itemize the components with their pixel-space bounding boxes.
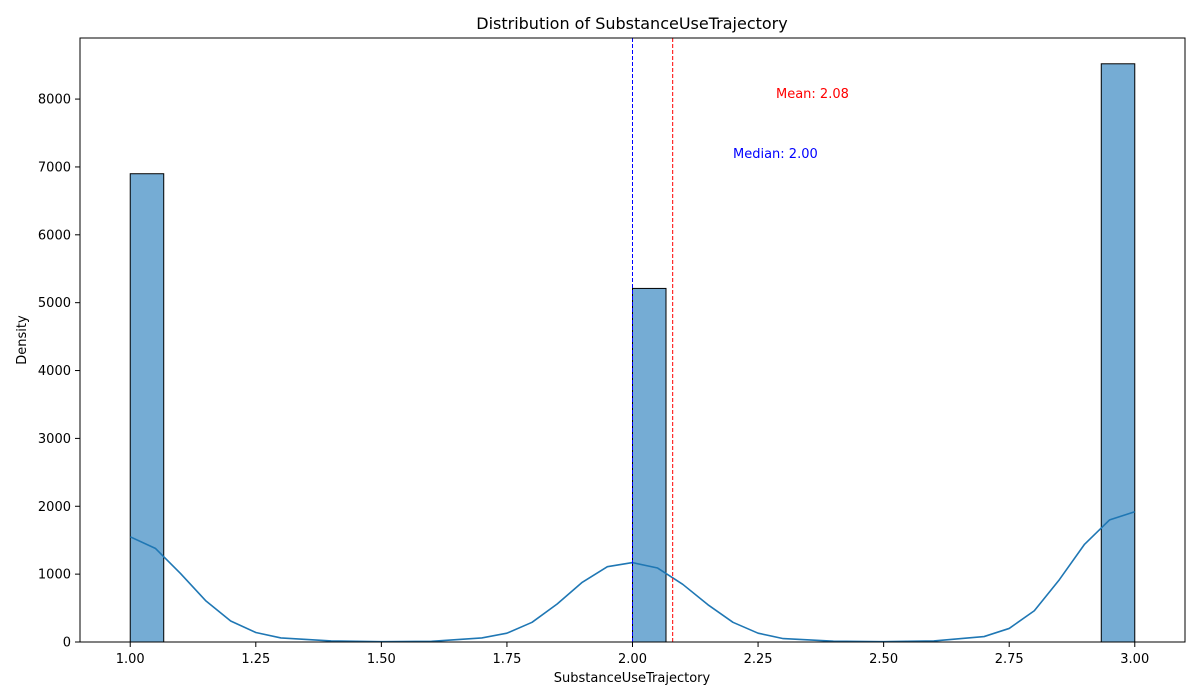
x-axis-title: SubstanceUseTrajectory — [554, 671, 711, 686]
y-tick-label: 2000 — [38, 500, 71, 515]
x-tick-label: 2.50 — [869, 652, 898, 667]
y-axis-title: Density — [15, 315, 30, 365]
chart-title: Distribution of SubstanceUseTrajectory — [476, 14, 787, 33]
y-tick-label: 6000 — [38, 228, 71, 243]
y-tick-label: 1000 — [38, 568, 71, 583]
y-tick-label: 0 — [63, 636, 71, 651]
x-tick-label: 2.00 — [618, 652, 647, 667]
histogram-bar-1 — [129, 173, 165, 643]
x-tick-label: 3.00 — [1120, 652, 1149, 667]
mean-annotation: Mean: 2.08 — [776, 87, 849, 102]
histogram-bar-3 — [1100, 63, 1136, 643]
y-tick-label: 5000 — [38, 296, 71, 311]
y-tick-label: 8000 — [38, 93, 71, 108]
median-annotation: Median: 2.00 — [733, 147, 818, 162]
x-tick-label: 2.75 — [995, 652, 1024, 667]
histogram-bar-2 — [632, 287, 667, 643]
x-tick-label: 1.75 — [492, 652, 521, 667]
x-tick-label: 1.00 — [116, 652, 145, 667]
x-tick-label: 1.50 — [367, 652, 396, 667]
x-tick-label: 2.25 — [744, 652, 773, 667]
y-tick-label: 7000 — [38, 160, 71, 175]
y-tick-label: 3000 — [38, 432, 71, 447]
x-tick-label: 1.25 — [241, 652, 270, 667]
y-tick-label: 4000 — [38, 364, 71, 379]
